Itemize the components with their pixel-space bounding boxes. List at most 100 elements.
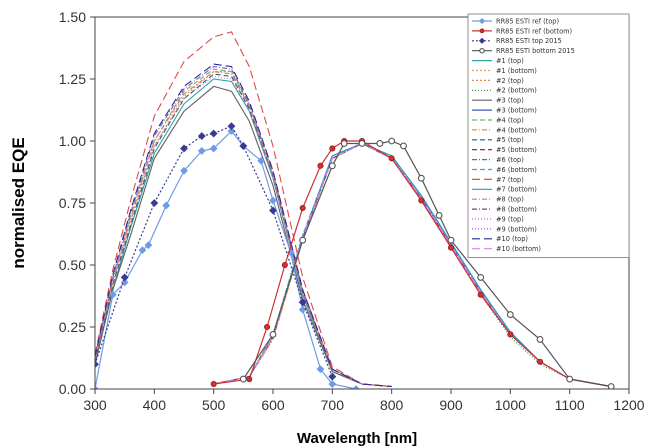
legend-item: RR85 ESTI ref (top) [472, 17, 559, 25]
series-line [95, 63, 392, 388]
series-23 [95, 63, 392, 388]
data-point [299, 204, 306, 211]
x-tick-label: 1200 [613, 397, 644, 413]
data-point [435, 211, 443, 219]
legend-item: RR85 ESTI top 2015 [472, 37, 562, 45]
x-tick-label: 600 [261, 397, 285, 413]
data-point [507, 331, 514, 338]
legend-item: #1 (bottom) [472, 67, 537, 75]
legend-label: #6 (top) [496, 156, 524, 164]
legend-label: #1 (top) [496, 57, 524, 65]
y-tick-label: 0.25 [59, 319, 86, 335]
series-line [95, 125, 333, 377]
x-axis-title: Wavelength [nm] [297, 430, 417, 447]
legend-item: #4 (bottom) [472, 126, 537, 134]
legend-label: RR85 ESTI bottom 2015 [496, 47, 575, 55]
legend-box [467, 13, 630, 259]
data-point [210, 381, 217, 388]
data-point [447, 244, 455, 251]
data-point [239, 375, 247, 383]
legend-item: #7 (top) [472, 176, 524, 184]
data-point [328, 162, 336, 170]
legend-item: #2 (top) [472, 77, 524, 85]
legend-label: #7 (top) [496, 176, 524, 184]
data-point [239, 142, 248, 150]
legend-label: #8 (top) [496, 196, 524, 204]
series-line [95, 68, 392, 388]
data-point [227, 127, 236, 135]
legend-label: #2 (bottom) [496, 87, 537, 95]
legend-item: #9 (top) [472, 215, 524, 223]
series-line [95, 71, 392, 388]
data-point [180, 166, 188, 175]
data-point [352, 385, 360, 389]
data-point [180, 144, 188, 153]
data-point [150, 199, 159, 207]
data-point [478, 17, 486, 25]
data-point [418, 197, 425, 204]
data-point [478, 37, 486, 44]
legend-label: #2 (top) [496, 77, 524, 85]
data-point [162, 201, 171, 210]
legend-item: #6 (top) [472, 156, 524, 164]
legend-label: #9 (bottom) [496, 225, 537, 233]
legend-item: #4 (top) [472, 116, 524, 124]
legend-label: #5 (bottom) [496, 146, 537, 154]
series-line [95, 130, 357, 389]
data-point [197, 132, 206, 140]
y-tick-label: 1.25 [59, 71, 86, 87]
series-4 [239, 137, 615, 389]
series-line [95, 85, 392, 388]
data-point [477, 291, 484, 298]
data-point [447, 236, 455, 244]
data-point [269, 206, 277, 215]
x-tick-label: 400 [143, 397, 167, 413]
data-point [144, 241, 153, 250]
legend-label: RR85 ESTI ref (bottom) [496, 27, 572, 35]
data-point [329, 145, 336, 152]
legend-label: #9 (top) [496, 215, 524, 223]
y-axis-title: normalised EQE [9, 137, 28, 268]
data-point [536, 358, 544, 365]
data-point [209, 144, 218, 153]
data-point [316, 365, 325, 374]
data-point [566, 375, 574, 383]
legend-label: #7 (bottom) [496, 186, 537, 194]
data-point [376, 140, 384, 147]
data-point [299, 236, 307, 244]
x-tick-label: 800 [380, 397, 404, 413]
data-point [317, 162, 324, 169]
x-tick-label: 300 [83, 397, 107, 413]
data-point [298, 298, 307, 307]
series-17 [95, 31, 392, 388]
data-point [269, 196, 277, 205]
x-tick-label: 1100 [555, 397, 585, 413]
data-point [257, 156, 266, 165]
y-tick-label: 0.75 [59, 195, 86, 211]
legend-item: #3 (bottom) [472, 107, 537, 115]
data-point [358, 140, 366, 147]
legend-item: #8 (bottom) [472, 206, 537, 214]
data-point [477, 273, 485, 281]
x-tick-label: 900 [439, 397, 463, 413]
legend-label: RR85 ESTI top 2015 [496, 37, 562, 45]
data-point [281, 261, 288, 269]
series-layer [95, 31, 615, 389]
data-point [388, 155, 395, 162]
x-tick-label: 700 [321, 397, 345, 413]
legend-item: #7 (bottom) [472, 186, 537, 194]
legend-item: RR85 ESTI bottom 2015 [472, 47, 575, 55]
data-point [108, 290, 117, 299]
x-tick-label: 500 [202, 397, 226, 413]
x-axis: 300 400 500 600 700 800 900 1000 1100 1200 [83, 389, 645, 413]
data-point [607, 383, 615, 389]
data-point [264, 323, 271, 331]
data-point [479, 47, 485, 54]
series-11 [95, 68, 392, 388]
series-3 [95, 122, 337, 381]
data-point [209, 129, 218, 138]
data-point [197, 147, 206, 155]
y-tick-label: 0.50 [59, 257, 86, 273]
legend-item: #1 (top) [472, 57, 524, 65]
legend-label: #4 (bottom) [496, 126, 537, 134]
